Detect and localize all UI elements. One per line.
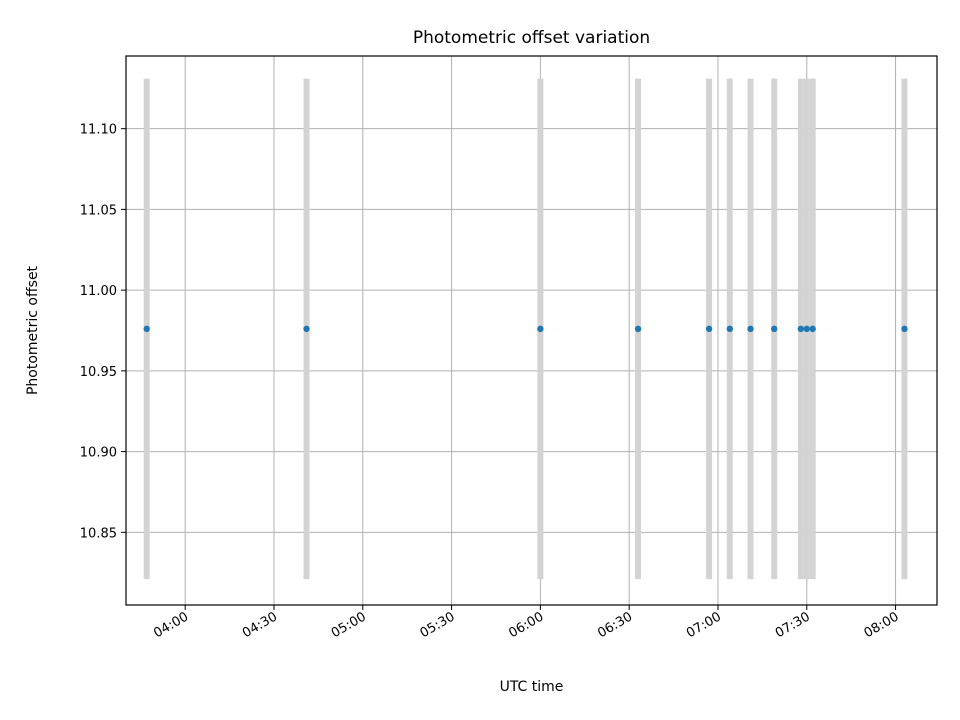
data-point xyxy=(143,325,150,333)
y-tick-label: 11.05 xyxy=(80,203,117,218)
y-tick-label: 10.90 xyxy=(80,446,117,461)
data-point xyxy=(747,325,754,333)
y-tick-label: 10.95 xyxy=(80,365,117,380)
data-point xyxy=(771,325,778,333)
x-tick-label: 07:00 xyxy=(684,609,724,641)
data-point xyxy=(537,325,544,333)
data-point xyxy=(797,325,805,333)
x-tick-label: 05:30 xyxy=(418,609,458,641)
data-point xyxy=(303,325,310,333)
point-layer xyxy=(143,325,908,333)
errorbar-layer xyxy=(143,78,908,580)
x-tick-label: 07:30 xyxy=(773,609,813,641)
x-tick-label: 06:00 xyxy=(506,609,546,641)
x-tick-label: 08:00 xyxy=(862,609,902,641)
chart-title: Photometric offset variation xyxy=(413,28,650,48)
data-point xyxy=(901,325,908,333)
x-tick-label: 06:30 xyxy=(595,609,635,641)
plot-frame xyxy=(125,55,938,606)
x-tick-label: 04:00 xyxy=(151,609,191,641)
tick-layer: 04:00 04:30 05:00 05:30 06:00 06:30 07:00 07:30… xyxy=(80,123,902,642)
y-tick-label: 11.10 xyxy=(80,123,117,138)
y-axis-label: Photometric offset xyxy=(25,265,41,395)
data-point xyxy=(705,325,713,333)
data-point xyxy=(634,325,642,333)
data-point xyxy=(726,325,734,333)
data-point xyxy=(803,325,810,333)
x-axis-label: UTC time xyxy=(500,679,564,695)
data-point xyxy=(809,325,816,333)
y-tick-label: 11.00 xyxy=(80,284,117,299)
x-tick-label: 04:30 xyxy=(240,609,280,641)
y-tick-label: 10.85 xyxy=(80,526,117,541)
x-tick-label: 05:00 xyxy=(329,609,369,641)
